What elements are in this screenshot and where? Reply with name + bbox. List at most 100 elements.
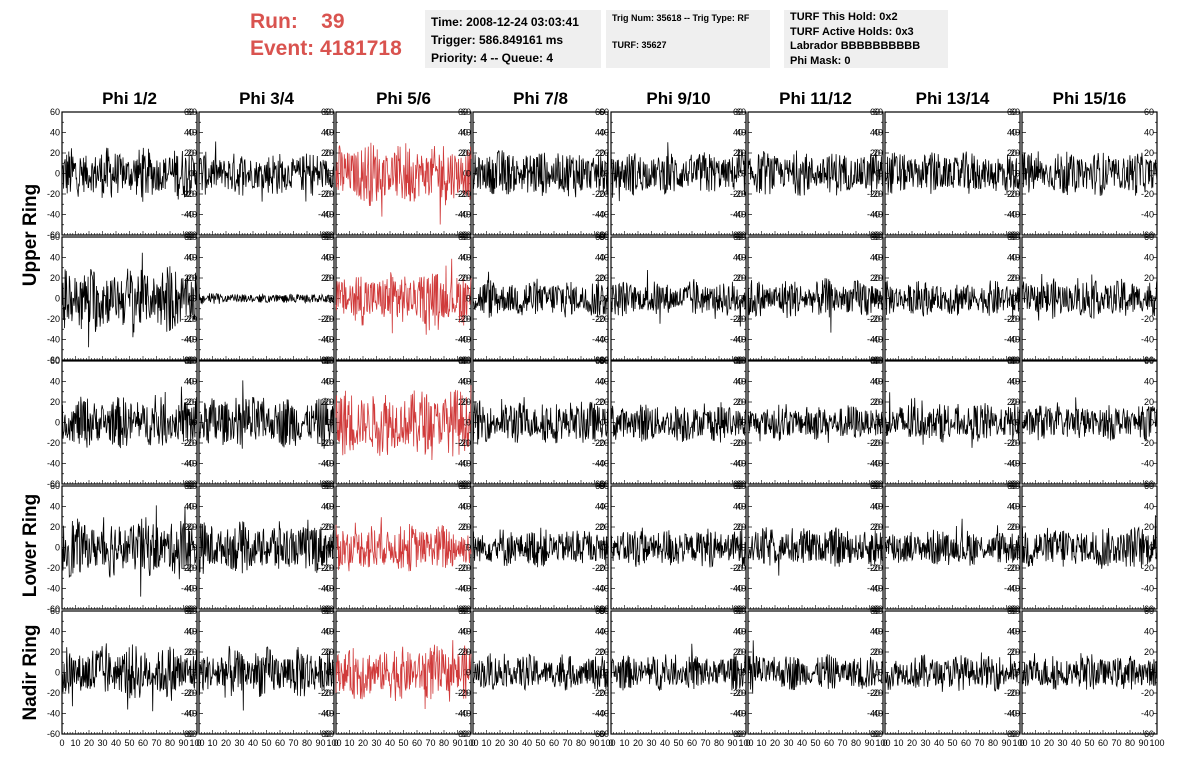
trig-num-text: Trig Num: 35618 -- Trig Type: RF [612, 13, 750, 23]
labrador-text: Labrador BBBBBBBBBB [790, 40, 921, 52]
y-tick-label: -20 [184, 563, 197, 573]
y-tick-label: 20 [873, 397, 883, 407]
y-tick-label-right: 20 [1144, 522, 1154, 532]
y-tick-label: 60 [324, 356, 334, 366]
y-tick-label-right: 60 [184, 481, 194, 491]
y-tick-label-right: 60 [321, 107, 331, 117]
y-tick-label-right: -40 [1004, 584, 1017, 594]
y-tick-label: -40 [1007, 709, 1020, 719]
y-tick-label: 0 [192, 294, 197, 304]
y-tick-label-right: -40 [1141, 459, 1154, 469]
y-tick-label-right: -40 [592, 709, 605, 719]
y-tick-label-right: 40 [184, 377, 194, 387]
y-tick-label-right: -60 [1004, 479, 1017, 489]
y-tick-label: 0 [1015, 418, 1020, 428]
y-tick-label: 0 [466, 169, 471, 179]
y-tick-label: 20 [1010, 397, 1020, 407]
y-tick-label: 0 [466, 543, 471, 553]
x-tick-label: 40 [248, 738, 258, 748]
y-tick-label: -60 [184, 729, 197, 739]
y-tick-label: 60 [736, 107, 746, 117]
y-tick-label: 20 [461, 522, 471, 532]
x-tick-label: 30 [646, 738, 656, 748]
y-tick-label-right: -40 [1004, 335, 1017, 345]
y-tick-label-right: 0 [189, 543, 194, 553]
y-tick-label-right: 60 [1007, 606, 1017, 616]
y-tick-label: -60 [870, 230, 883, 240]
y-tick-label-right: -60 [867, 604, 880, 614]
y-tick-label: -60 [47, 479, 60, 489]
y-tick-label: -20 [458, 438, 471, 448]
y-tick-label-right: 40 [870, 253, 880, 263]
y-tick-label-right: 60 [870, 232, 880, 242]
y-tick-label: 0 [192, 418, 197, 428]
x-tick-label: 40 [1071, 738, 1081, 748]
x-tick-label: 0 [608, 738, 613, 748]
y-tick-label: 60 [599, 107, 609, 117]
y-tick-label: -20 [47, 438, 60, 448]
x-tick-label: 60 [961, 738, 971, 748]
waveform-trace [198, 293, 335, 305]
y-tick-label: 0 [1015, 169, 1020, 179]
x-tick-label: 30 [371, 738, 381, 748]
y-tick-label: -60 [870, 729, 883, 739]
y-tick-label: 0 [1015, 294, 1020, 304]
x-tick-label: 100 [1012, 738, 1027, 748]
y-tick-label: -40 [184, 709, 197, 719]
y-tick-label-right: -60 [592, 604, 605, 614]
waveform-trace [198, 519, 335, 574]
y-tick-label: 20 [461, 148, 471, 158]
y-tick-label-right: 20 [1007, 397, 1017, 407]
y-tick-label: -60 [733, 479, 746, 489]
y-tick-label: -60 [458, 355, 471, 365]
y-tick-label: 0 [329, 169, 334, 179]
y-tick-label: 0 [55, 294, 60, 304]
x-tick-label: 100 [1149, 738, 1164, 748]
y-tick-label-right: 60 [321, 356, 331, 366]
turf-this-hold-text: TURF This Hold: 0x2 [790, 11, 898, 23]
y-tick-label: 0 [55, 169, 60, 179]
x-tick-label: 100 [326, 738, 341, 748]
y-tick-label: 40 [873, 627, 883, 637]
y-tick-label: 40 [599, 502, 609, 512]
y-tick-label: -20 [870, 189, 883, 199]
y-tick-label-right: 20 [321, 273, 331, 283]
y-tick-label-right: -40 [867, 584, 880, 594]
y-tick-label: -40 [47, 584, 60, 594]
x-tick-label: 20 [495, 738, 505, 748]
y-tick-label: -40 [321, 335, 334, 345]
y-tick-label: 20 [873, 273, 883, 283]
y-tick-label-right: 40 [1144, 377, 1154, 387]
y-tick-label: 0 [466, 418, 471, 428]
y-tick-label-right: -40 [318, 210, 331, 220]
x-tick-label: 20 [907, 738, 917, 748]
y-tick-label-right: 40 [595, 253, 605, 263]
y-tick-label: -40 [1007, 210, 1020, 220]
x-tick-label: 50 [810, 738, 820, 748]
y-tick-label-right: -20 [867, 688, 880, 698]
y-tick-label: -60 [184, 230, 197, 240]
plot-frame [198, 236, 335, 361]
y-tick-label: 20 [187, 397, 197, 407]
x-tick-label: 10 [481, 738, 491, 748]
y-tick-label-right: 60 [595, 232, 605, 242]
y-tick-label-right: 20 [1007, 522, 1017, 532]
y-tick-label: 0 [741, 668, 746, 678]
y-tick-label-right: -40 [867, 459, 880, 469]
y-tick-label-right: 60 [458, 481, 468, 491]
y-tick-label-right: -20 [455, 688, 468, 698]
x-tick-label: 10 [893, 738, 903, 748]
y-tick-label: 60 [599, 606, 609, 616]
y-tick-label: 40 [1010, 502, 1020, 512]
y-tick-label: -60 [596, 479, 609, 489]
y-tick-label: -20 [47, 314, 60, 324]
waveform-trace [61, 386, 198, 449]
y-tick-label: 0 [741, 169, 746, 179]
y-tick-label: 40 [736, 502, 746, 512]
y-tick-label: -40 [458, 459, 471, 469]
x-tick-label: 90 [589, 738, 599, 748]
y-tick-label: -60 [47, 604, 60, 614]
y-tick-label: 20 [461, 647, 471, 657]
y-tick-label-right: -40 [592, 210, 605, 220]
y-tick-label: -60 [870, 604, 883, 614]
